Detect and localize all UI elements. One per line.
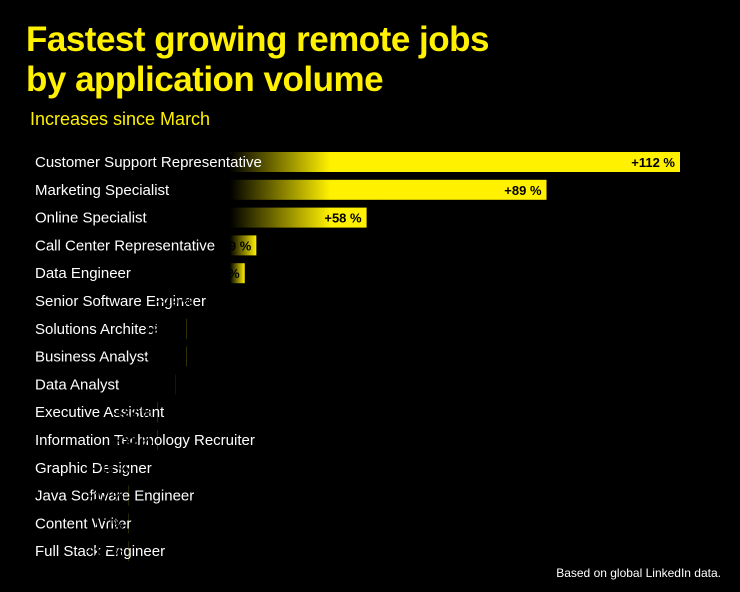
value-label: +22 %: [115, 405, 153, 420]
category-label: Graphic Designer: [35, 460, 152, 477]
bar: [30, 513, 129, 534]
category-label: Content Writer: [35, 515, 131, 532]
category-label: Senior Software Engineer: [35, 293, 206, 310]
value-label: +39 %: [214, 238, 252, 253]
value-label: +89 %: [504, 183, 542, 198]
bar: [30, 346, 187, 367]
value-label: +58 %: [324, 211, 362, 226]
bar: [30, 485, 129, 506]
category-label: Executive Assistant: [35, 404, 165, 421]
category-label: Full Stack Engineer: [35, 543, 165, 560]
bar: [30, 457, 135, 478]
bar: [30, 263, 245, 284]
bar: [30, 291, 199, 311]
bar: [30, 402, 158, 423]
source-note: Based on global LinkedIn data.: [556, 566, 721, 580]
chart-subtitle: Increases since March: [30, 109, 211, 129]
bar: [30, 152, 680, 172]
category-label: Call Center Representative: [35, 237, 215, 254]
value-label: +29 %: [156, 294, 194, 309]
category-label: Online Specialist: [35, 210, 148, 227]
category-label: Java Software Engineer: [35, 488, 194, 505]
category-label: Marketing Specialist: [35, 182, 170, 199]
value-label: +22 %: [115, 433, 153, 448]
bar: [30, 430, 158, 450]
chart-title-line-1: Fastest growing remote jobs: [26, 20, 489, 59]
category-label: Data Analyst: [35, 376, 120, 393]
bar: [30, 207, 367, 228]
bar: [30, 541, 129, 562]
category-label: Solutions Architect: [35, 321, 159, 338]
bar: [30, 235, 257, 256]
chart-title: Fastest growing remote jobs by applicati…: [26, 20, 489, 100]
category-label: Data Engineer: [35, 265, 131, 282]
category-label: Information Technology Recruiter: [35, 432, 255, 449]
category-label: Business Analyst: [35, 349, 149, 366]
value-label: +17 %: [86, 544, 124, 559]
value-label: +25 %: [133, 377, 171, 392]
value-label: +27 %: [144, 322, 182, 337]
category-label: Customer Support Representative: [35, 154, 262, 171]
value-label: +18 %: [92, 461, 130, 476]
value-label: +37 %: [202, 266, 240, 281]
value-label: +112 %: [631, 155, 675, 170]
value-label: +17 %: [86, 489, 124, 504]
value-label: +27 %: [144, 350, 182, 365]
bar: [30, 318, 187, 339]
chart-title-line-2: by application volume: [26, 60, 384, 99]
bar: [30, 374, 176, 395]
value-label: +17 %: [86, 516, 124, 531]
bar: [30, 179, 547, 200]
